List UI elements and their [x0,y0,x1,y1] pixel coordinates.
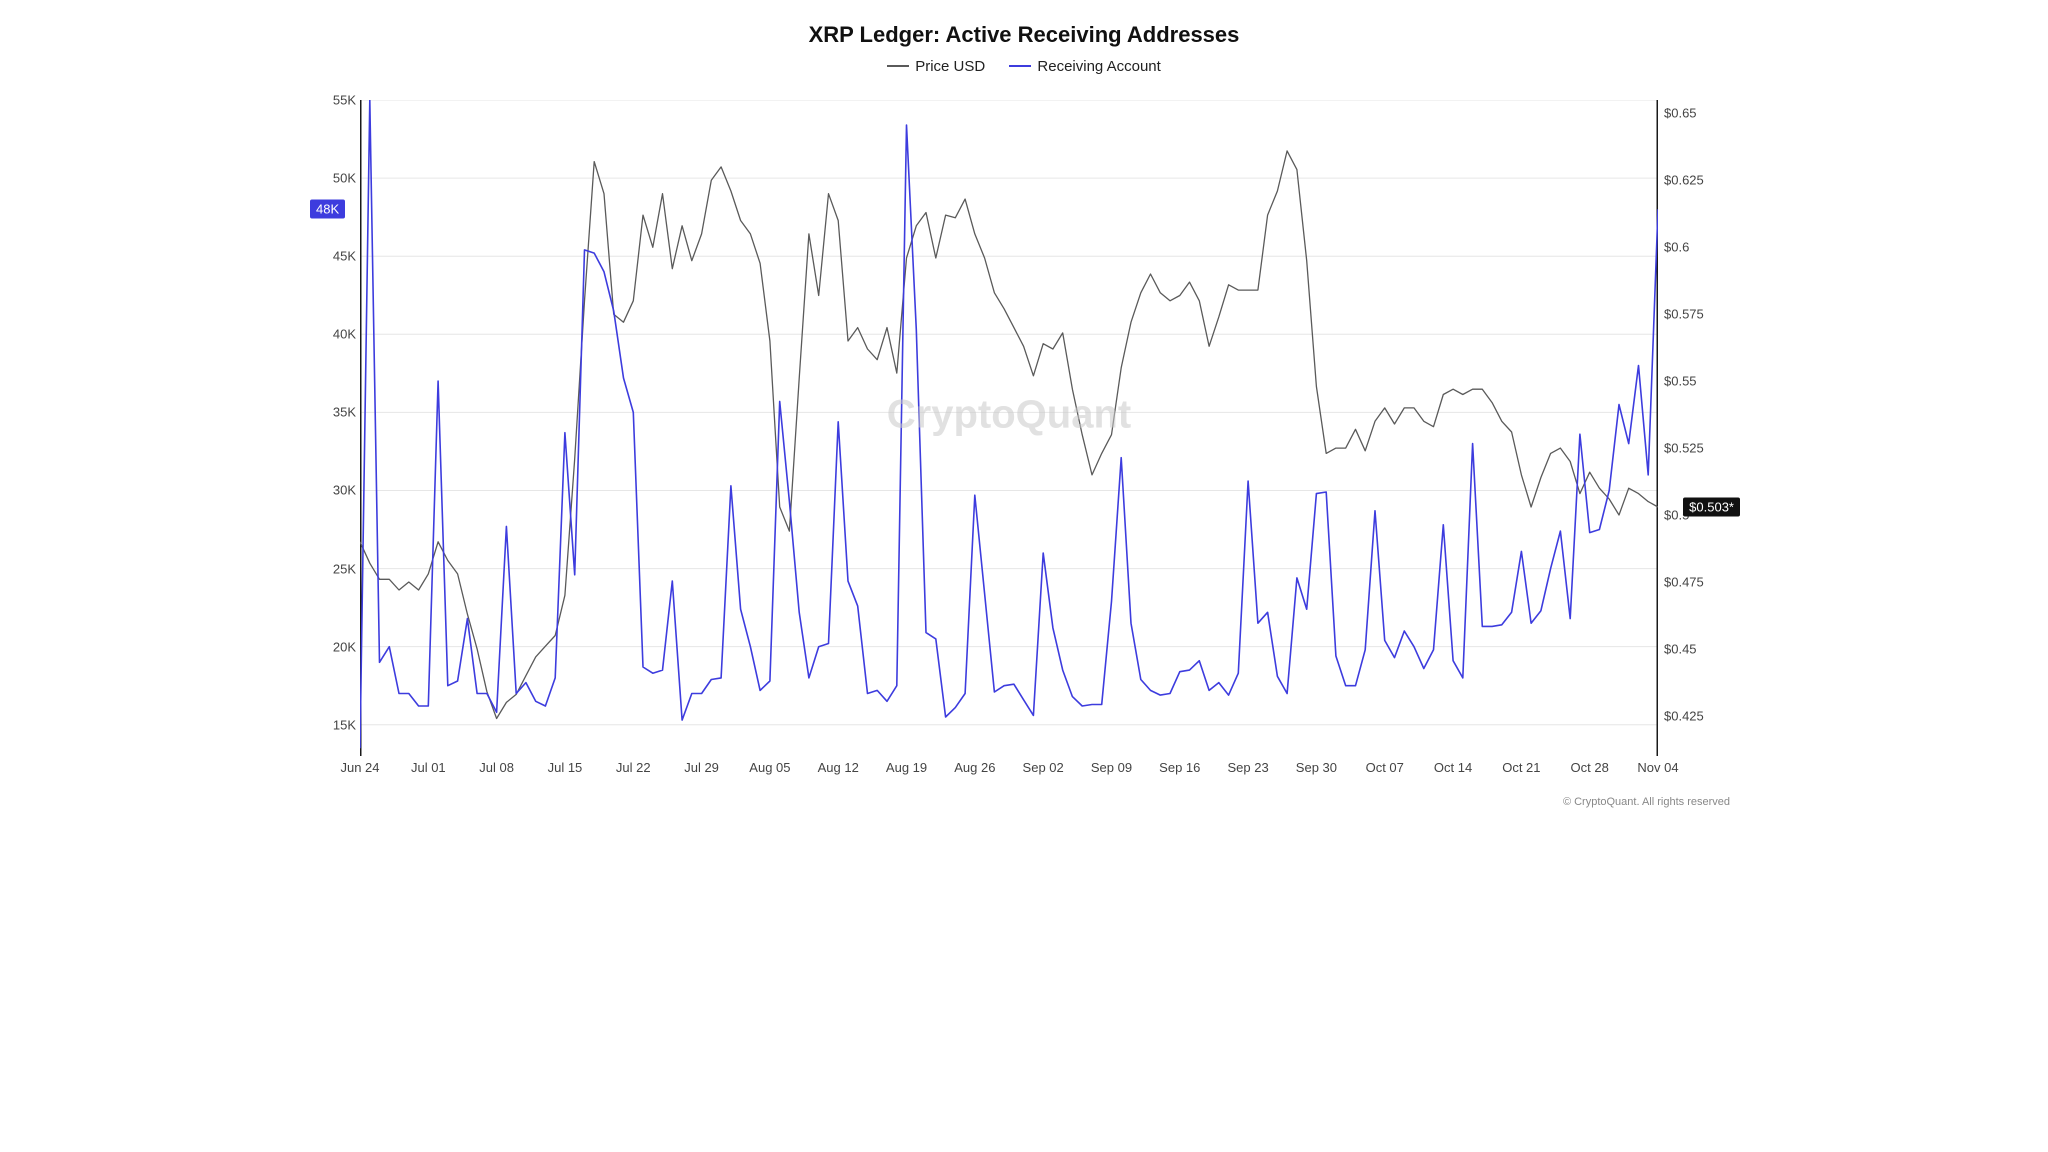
x-axis-labels: Jun 24Jul 01Jul 08Jul 15Jul 22Jul 29Aug … [360,760,1658,782]
x-tick: Aug 12 [818,760,859,775]
x-tick: Jul 15 [548,760,583,775]
y-left-tick: 45K [333,249,356,264]
legend-item-receiving: Receiving Account [1009,58,1160,75]
x-tick: Sep 30 [1296,760,1337,775]
x-tick: Oct 14 [1434,760,1472,775]
current-value-right-badge: $0.503* [1683,497,1740,516]
chart-container: XRP Ledger: Active Receiving Addresses P… [300,0,1748,816]
y-right-tick: $0.45 [1664,641,1697,656]
y-right-tick: $0.525 [1664,441,1704,456]
chart-title: XRP Ledger: Active Receiving Addresses [300,0,1748,48]
legend-swatch-price [887,65,909,67]
current-value-left-badge: 48K [310,200,345,219]
y-left-tick: 25K [333,561,356,576]
x-tick: Jul 22 [616,760,651,775]
x-tick: Aug 26 [954,760,995,775]
y-left-tick: 35K [333,405,356,420]
copyright-text: © CryptoQuant. All rights reserved [1563,796,1730,808]
y-left-tick: 55K [333,93,356,108]
x-tick: Sep 09 [1091,760,1132,775]
y-right-tick: $0.65 [1664,106,1697,121]
y-right-tick: $0.625 [1664,173,1704,188]
y-left-tick: 40K [333,327,356,342]
legend-label-price: Price USD [915,58,985,75]
x-tick: Oct 07 [1366,760,1404,775]
y-right-tick: $0.55 [1664,374,1697,389]
y-right-tick: $0.575 [1664,307,1704,322]
x-tick: Sep 16 [1159,760,1200,775]
x-tick: Aug 05 [749,760,790,775]
x-tick: Jul 29 [684,760,719,775]
y-right-tick: $0.475 [1664,574,1704,589]
x-tick: Aug 19 [886,760,927,775]
legend-item-price: Price USD [887,58,985,75]
legend-label-receiving: Receiving Account [1037,58,1160,75]
plot-area: CryptoQuant 15K20K25K30K35K40K45K50K55K … [360,100,1658,756]
y-axis-left-labels: 15K20K25K30K35K40K45K50K55K [312,100,356,756]
x-tick: Oct 28 [1571,760,1609,775]
y-axis-right-labels: $0.425$0.45$0.475$0.5$0.525$0.55$0.575$0… [1664,100,1730,756]
y-right-tick: $0.6 [1664,240,1689,255]
y-left-tick: 30K [333,483,356,498]
y-left-tick: 20K [333,639,356,654]
legend-swatch-receiving [1009,65,1031,67]
x-tick: Jun 24 [340,760,379,775]
x-tick: Sep 02 [1023,760,1064,775]
y-right-tick: $0.425 [1664,708,1704,723]
y-left-tick: 15K [333,717,356,732]
x-tick: Sep 23 [1227,760,1268,775]
x-tick: Jul 08 [479,760,514,775]
x-tick: Jul 01 [411,760,446,775]
chart-legend: Price USD Receiving Account [300,54,1748,75]
x-tick: Nov 04 [1637,760,1678,775]
chart-svg [360,100,1658,756]
x-tick: Oct 21 [1502,760,1540,775]
y-left-tick: 50K [333,171,356,186]
